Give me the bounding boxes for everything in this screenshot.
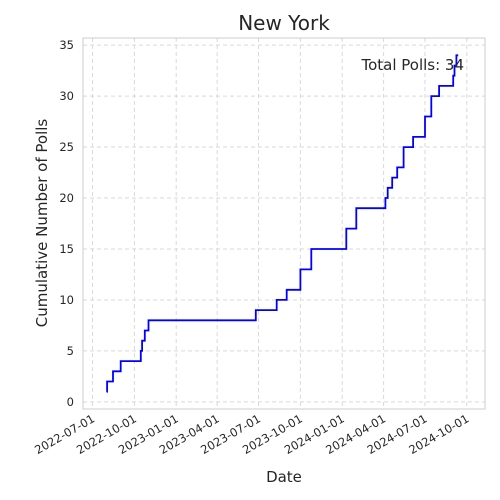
y-tick-label: 15: [59, 242, 74, 256]
chart-title: New York: [238, 11, 330, 35]
x-axis-title: Date: [266, 468, 302, 486]
y-tick-label: 35: [59, 38, 74, 52]
y-tick-label: 20: [59, 191, 74, 205]
plot-area-frame: [82, 37, 486, 410]
x-tick-labels: 2022-07-012022-10-012023-01-012023-04-01…: [32, 411, 471, 457]
y-tick-label: 30: [59, 89, 74, 103]
y-tick-label: 25: [59, 140, 74, 154]
y-tick-label: 0: [67, 395, 74, 409]
y-tick-label: 5: [67, 344, 74, 358]
y-tick-labels: 0 5 10 15 20 25 30 35: [59, 38, 74, 409]
series-line: [106, 54, 459, 393]
y-tick-label: 10: [59, 293, 74, 307]
grid-lines: [83, 38, 485, 409]
total-polls-annotation: Total Polls: 34: [360, 56, 464, 74]
y-axis-title: Cumulative Number of Polls: [33, 119, 51, 328]
